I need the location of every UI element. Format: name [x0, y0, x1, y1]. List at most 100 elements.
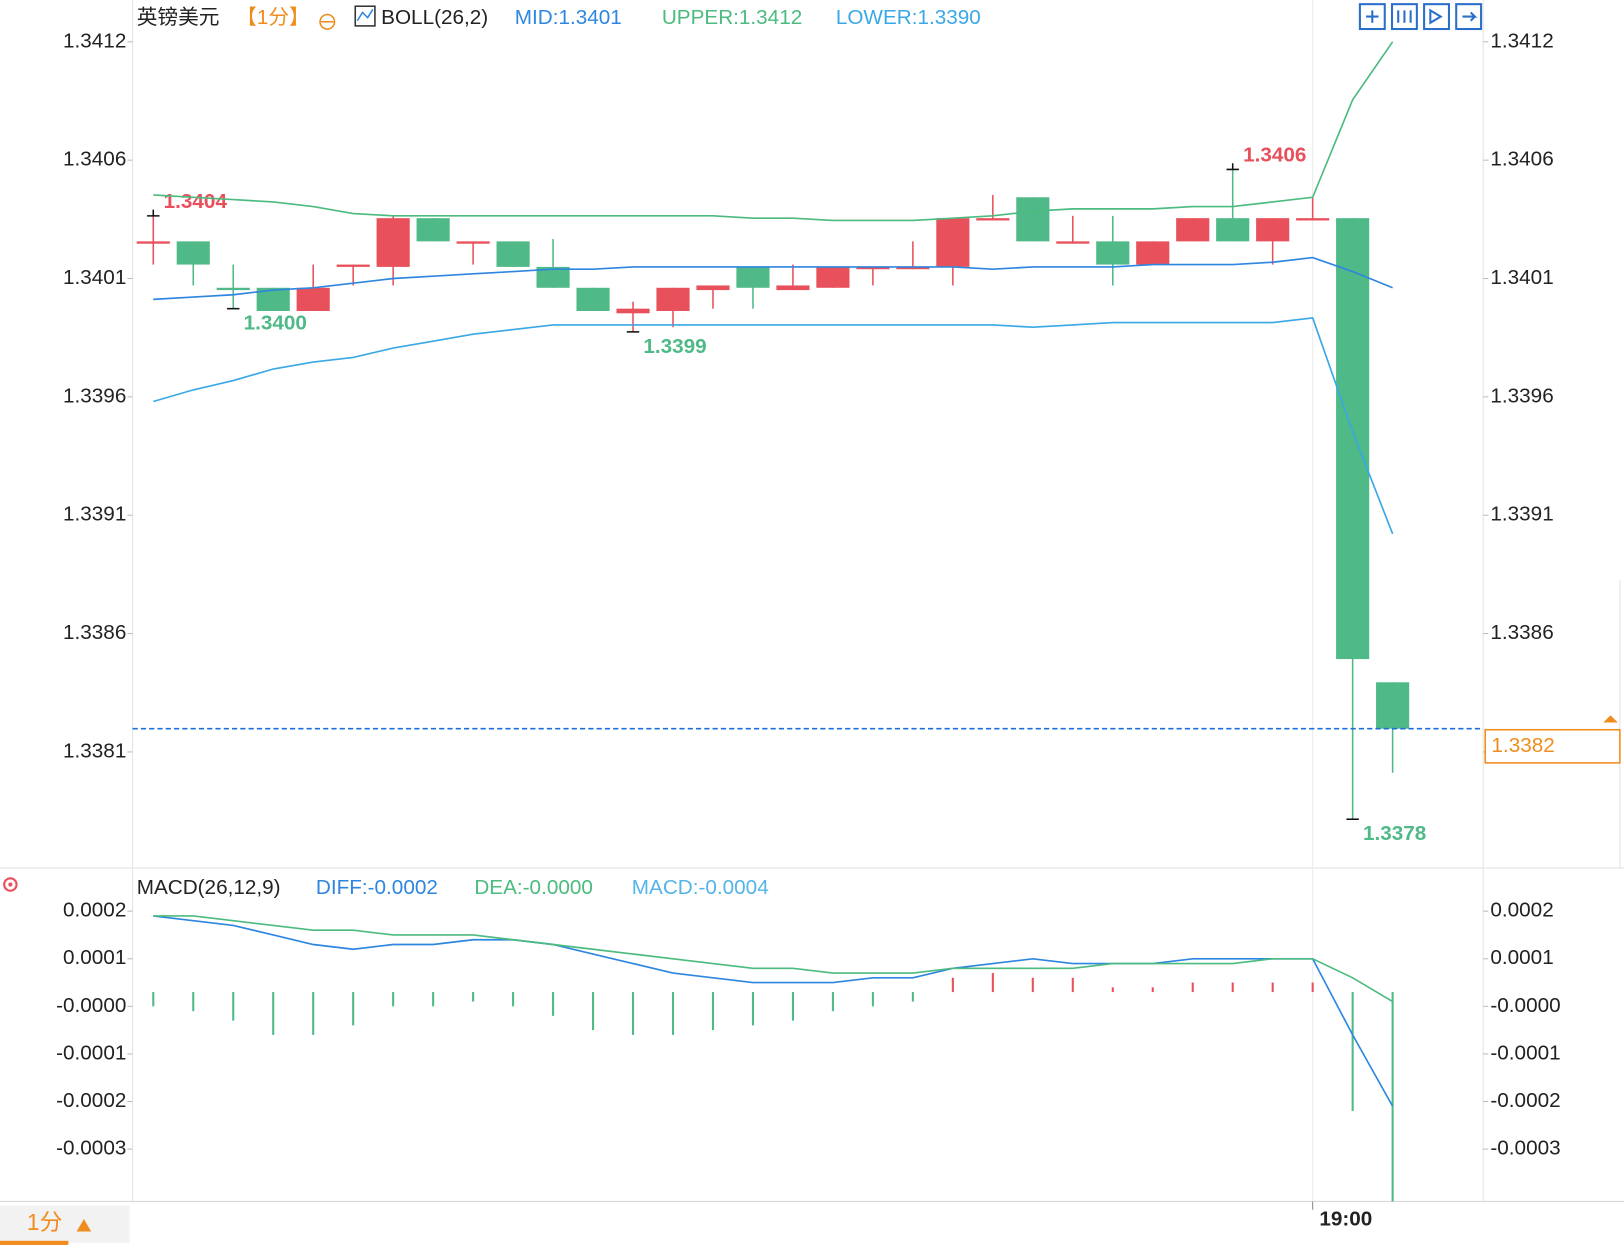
- indicator-line: [153, 317, 1394, 535]
- y-tick-label: -0.0003: [56, 1137, 126, 1160]
- legend-entry: LOWER:1.3390: [836, 6, 981, 29]
- y-tick-label: -0.0002: [56, 1089, 126, 1112]
- period-caret[interactable]: [76, 1219, 92, 1232]
- macd-bar: [592, 992, 595, 1031]
- candle-body: [856, 266, 890, 270]
- macd-settings-icon[interactable]: [3, 877, 18, 892]
- y2-tick-label: 1.3386: [1490, 621, 1553, 644]
- period-underline: [0, 1240, 69, 1245]
- y-tick-label: 0.0002: [63, 899, 126, 922]
- macd-bar: [871, 992, 874, 1007]
- y2-tick-label: 1.3412: [1490, 29, 1553, 52]
- y-tick-label: 1.3401: [63, 266, 126, 289]
- y-tick-label: 1.3406: [63, 148, 126, 171]
- candle-body: [1376, 682, 1410, 729]
- candle-body: [296, 287, 330, 311]
- toolbar-glyphs: [1366, 8, 1478, 25]
- y-tick-label: -0.0001: [56, 1041, 126, 1064]
- y2-tick-label: -0.0001: [1490, 1041, 1560, 1064]
- candle-body: [1016, 197, 1050, 242]
- y-tick-label: 1.3381: [63, 739, 126, 762]
- y2-tick-label: -0.0002: [1490, 1089, 1560, 1112]
- macd-bar: [1351, 992, 1354, 1112]
- y2-tick-label: 0.0002: [1490, 899, 1553, 922]
- candle-body: [1256, 218, 1290, 242]
- period-button-label: 1分: [27, 1209, 62, 1235]
- macd-bar: [472, 992, 475, 1002]
- macd-bar: [1071, 977, 1074, 993]
- period-button[interactable]: [0, 1205, 130, 1243]
- toolbar-button[interactable]: [1423, 3, 1451, 31]
- high-label: 1.3404: [164, 190, 228, 213]
- macd-bar: [1231, 982, 1234, 993]
- candle-body: [136, 241, 170, 244]
- candle-body: [696, 285, 730, 291]
- low-label: 1.3378: [1363, 822, 1426, 845]
- macd-bar: [1151, 987, 1154, 993]
- y-tick-label: 0.0001: [63, 946, 126, 969]
- y2-tick-label: 1.3396: [1490, 384, 1553, 407]
- settings-icon[interactable]: [319, 13, 336, 30]
- candle-body: [1096, 241, 1130, 265]
- last-price-label: 1.3382: [1491, 734, 1554, 757]
- candle-body: [496, 241, 530, 267]
- indicator-icon[interactable]: [354, 5, 376, 27]
- macd-settings-dot: [8, 882, 13, 887]
- y2-tick-label: 0.0001: [1490, 946, 1553, 969]
- legend-entry: UPPER:1.3412: [662, 6, 802, 29]
- y2-tick-label: -0.0003: [1490, 1137, 1560, 1160]
- candle-body: [976, 218, 1010, 221]
- candle-body: [336, 264, 370, 267]
- candle-body: [256, 287, 290, 311]
- candle-body: [176, 241, 210, 265]
- y-tick-label: 1.3412: [63, 29, 126, 52]
- high-label: 1.3406: [1243, 143, 1306, 166]
- legend-entry: MACD:-0.0004: [632, 876, 769, 899]
- indicator-icon-line: [356, 8, 374, 22]
- indicator-line: [153, 915, 1394, 1003]
- y2-tick-label: 1.3391: [1490, 503, 1553, 526]
- candle-body: [776, 285, 810, 291]
- y-tick-label: 1.3386: [63, 621, 126, 644]
- y2-tick-label: 1.3401: [1490, 266, 1553, 289]
- macd-bar: [152, 992, 155, 1007]
- macd-bar: [312, 992, 315, 1035]
- period-label: 【1分】: [236, 6, 310, 29]
- candle-body: [936, 218, 970, 267]
- extreme-marker: [147, 209, 160, 217]
- candle-body: [456, 241, 490, 244]
- macd-bar: [951, 977, 954, 993]
- macd-bar: [232, 992, 235, 1021]
- macd-bar: [1191, 982, 1194, 993]
- legend-entry: MID:1.3401: [515, 6, 622, 29]
- macd-bar: [671, 992, 675, 1035]
- legend-entry: DIFF:-0.0002: [316, 876, 438, 899]
- indicator-title: BOLL(26,2): [381, 6, 488, 29]
- candle-body: [376, 218, 410, 267]
- toolbar: [1358, 3, 1483, 31]
- y-tick-label: -0.0000: [56, 994, 126, 1017]
- macd-bar: [791, 992, 794, 1021]
- symbol-title: 英镑美元: [137, 6, 220, 29]
- candle-body: [536, 266, 570, 288]
- y2-tick-label: 1.3406: [1490, 148, 1553, 171]
- macd-bar: [1311, 982, 1314, 993]
- macd-bar: [352, 992, 355, 1026]
- y2-tick-label: -0.0000: [1490, 994, 1560, 1017]
- macd-title: MACD(26,12,9): [137, 876, 281, 899]
- indicator-line: [153, 41, 1394, 222]
- candle-body: [1216, 218, 1250, 242]
- y-tick-label: 1.3396: [63, 384, 126, 407]
- low-label: 1.3399: [643, 335, 706, 358]
- legend-entry: DEA:-0.0000: [474, 876, 593, 899]
- macd-bar: [711, 992, 715, 1031]
- macd-bar: [631, 992, 635, 1035]
- macd-bar: [512, 992, 515, 1007]
- last-price-flag: [1603, 715, 1618, 723]
- candle-body: [1176, 218, 1210, 242]
- macd-bar: [192, 992, 195, 1012]
- extreme-marker: [1226, 163, 1239, 171]
- x-tick-label: 19:00: [1319, 1208, 1372, 1231]
